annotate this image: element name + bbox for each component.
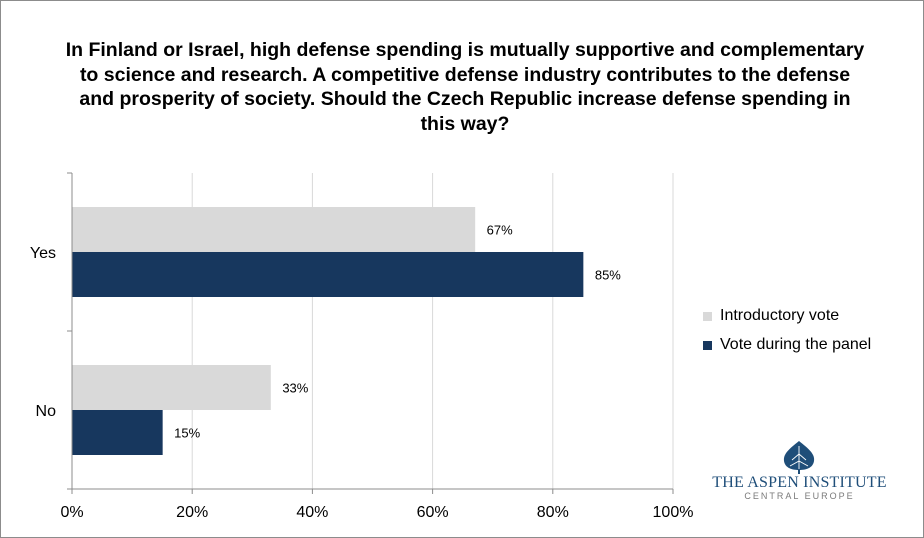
data-label-no-series-1: 15% [174,426,200,441]
x-tick-label: 100% [653,504,694,521]
axes [67,172,674,494]
logo-subtitle: CENTRAL EUROPE [744,491,855,501]
legend-swatch-panel [703,340,712,350]
legend-item-introductory: Introductory vote [703,306,871,326]
bar-no-series-0 [72,365,271,410]
x-tick-label: 20% [176,504,208,521]
aspen-leaf-icon [783,441,815,474]
x-tick-label: 0% [60,504,83,521]
bar-yes-series-1 [72,252,584,297]
x-tick-label: 80% [537,504,569,521]
category-label-yes: Yes [30,245,56,262]
data-label-no-series-0: 33% [282,381,308,396]
legend-item-panel: Vote during the panel [703,335,871,355]
legend-label-panel: Vote during the panel [720,336,872,353]
logo-name: THE ASPEN INSTITUTE [712,474,887,491]
category-label-no: No [36,403,57,420]
legend-label-introductory: Introductory vote [720,307,840,324]
bars [72,207,584,455]
x-tick-label: 40% [296,504,328,521]
aspen-institute-logo: THE ASPEN INSTITUTE CENTRAL EUROPE [712,440,887,502]
bar-no-series-1 [72,410,163,455]
data-label-yes-series-0: 67% [487,223,513,238]
chart-title: In Finland or Israel, high defense spend… [65,39,865,135]
legend-swatch-introductory [703,311,712,321]
legend: Introductory vote Vote during the panel [703,306,871,364]
x-tick-label: 60% [417,504,449,521]
labels: 0% 20% 40% 60% 80% 100% Yes 67% 85% No 33% 15% [30,223,694,522]
bar-yes-series-0 [72,207,476,252]
data-label-yes-series-1: 85% [595,268,621,283]
